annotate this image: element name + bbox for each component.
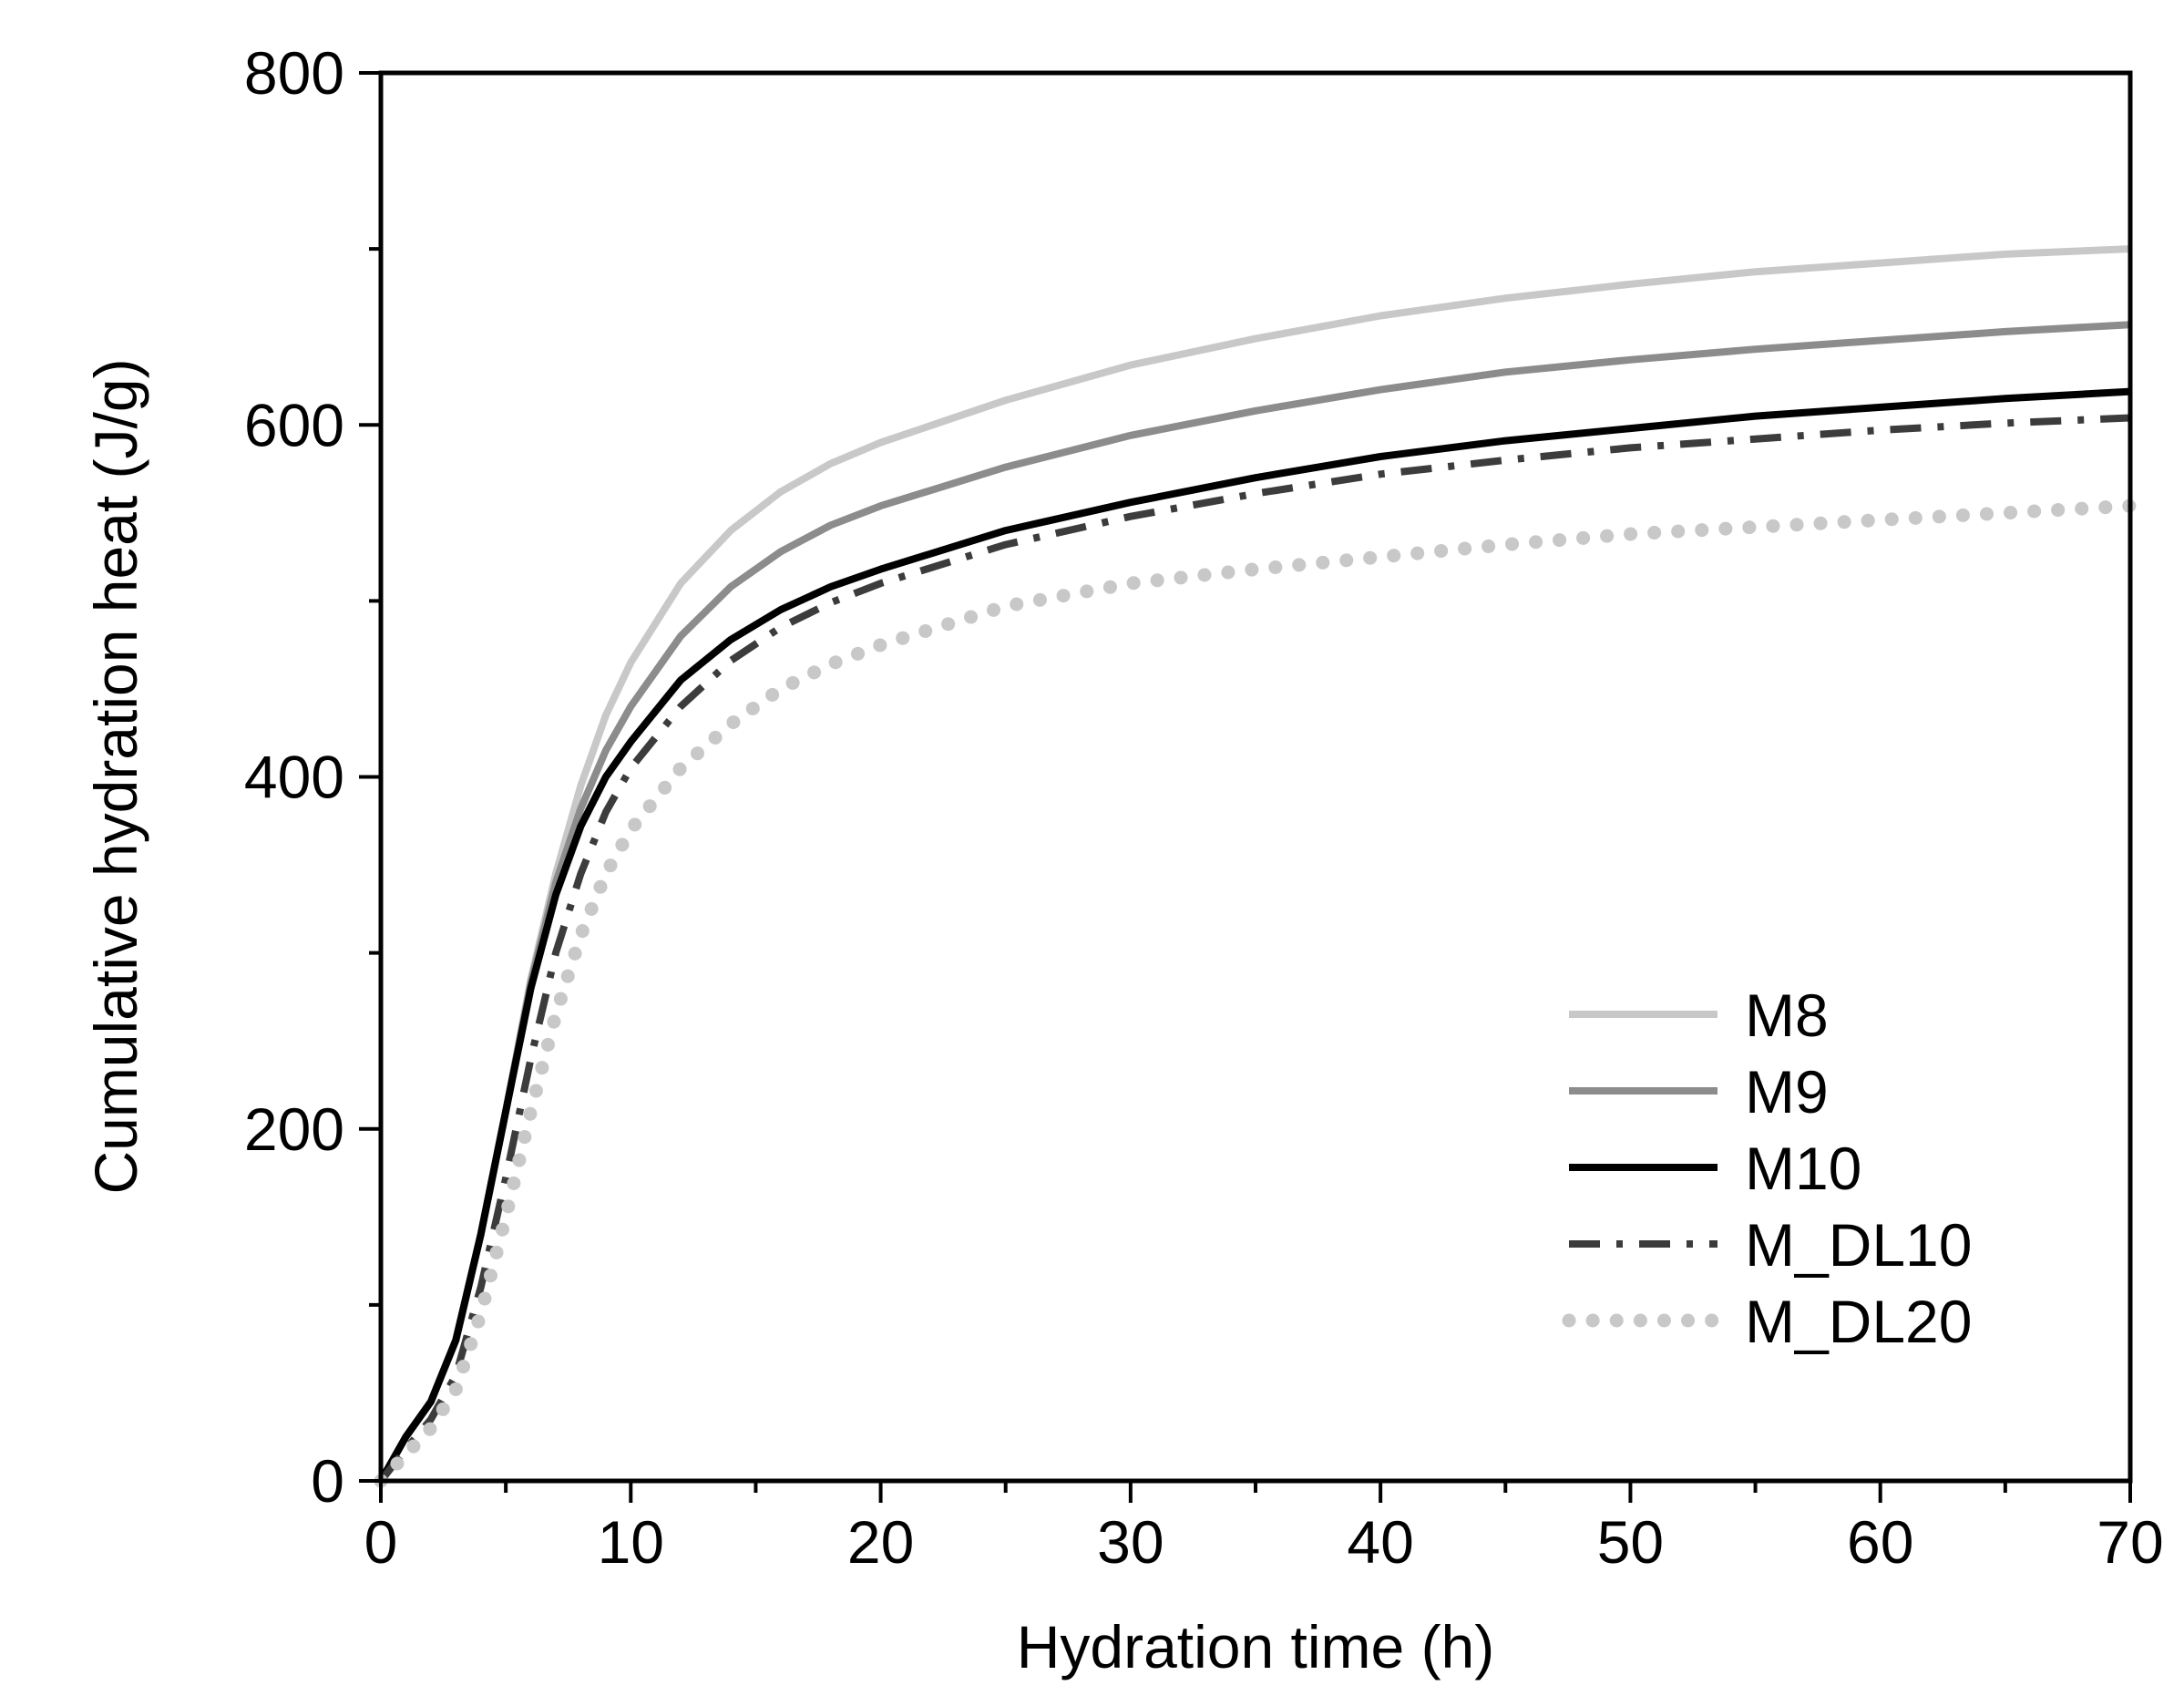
legend-label: M8: [1745, 981, 1829, 1049]
x-tick-label: 0: [364, 1508, 398, 1576]
series-line-m10: [377, 387, 2131, 1483]
ticks-layer: 0 10 20 30 40 50 60 70 0 200 400 600 800: [244, 39, 2164, 1576]
series-layer: [374, 245, 2138, 1488]
x-tick-label: 10: [598, 1508, 664, 1576]
y-tick-label: 600: [244, 391, 344, 458]
x-tick-label: 30: [1097, 1508, 1164, 1576]
legend-label: M_DL20: [1745, 1288, 1972, 1355]
x-axis-title: Hydration time (h): [1017, 1613, 1495, 1680]
x-tick-label: 50: [1597, 1508, 1664, 1576]
x-tick-label: 40: [1347, 1508, 1413, 1576]
y-tick-label: 200: [244, 1095, 344, 1163]
x-tick-label: 70: [2097, 1508, 2163, 1576]
y-tick-label: 800: [244, 39, 344, 107]
legend-label: M_DL10: [1745, 1211, 1972, 1279]
x-tick-label: 60: [1847, 1508, 1913, 1576]
legend-label: M10: [1745, 1135, 1861, 1202]
x-tick-label: 20: [847, 1508, 914, 1576]
legend-label: M9: [1745, 1058, 1829, 1125]
y-axis-title: Cumulative hydration heat (J/g): [82, 358, 149, 1194]
legend: M8 M9 M10 M_DL10 M_DL20: [1562, 981, 1972, 1355]
series-line-m-dl10: [377, 414, 2131, 1484]
y-tick-label: 400: [244, 744, 344, 811]
y-tick-label: 0: [311, 1447, 344, 1515]
series-line-m-dl20: [374, 498, 2138, 1488]
